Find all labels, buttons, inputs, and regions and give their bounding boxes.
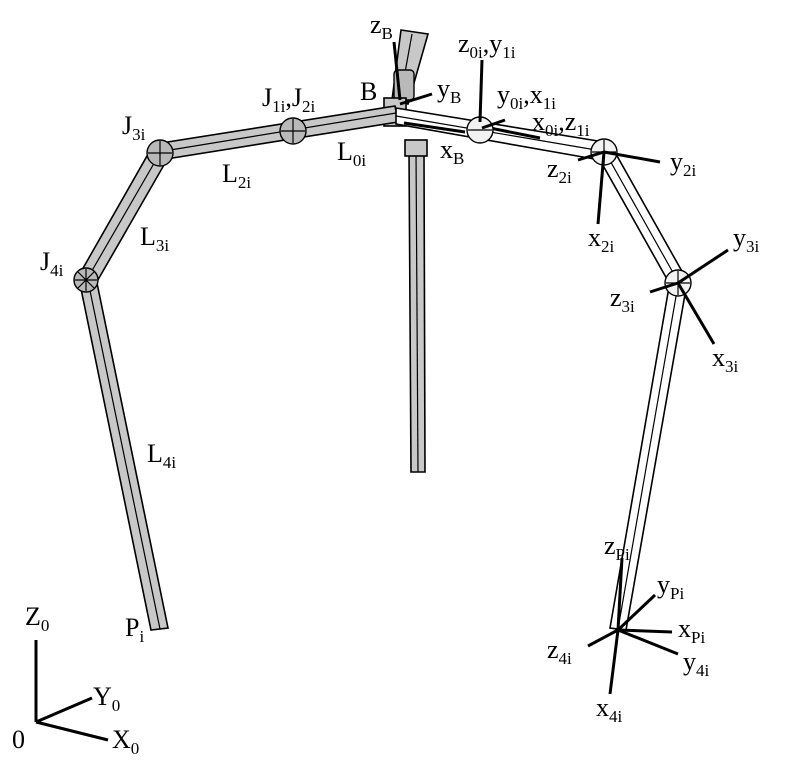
label-z2i: z2i: [547, 154, 572, 187]
label-x0i-z1i: x0i,z1i: [532, 107, 590, 140]
label-z0i-y1i: z0i,y1i: [458, 29, 516, 62]
label-Pi: Pi: [125, 613, 144, 646]
label-x2i: x2i: [588, 223, 615, 256]
label-Z0: Z0: [25, 602, 49, 635]
label-L0i: L0i: [337, 137, 366, 170]
label-L2i: L2i: [222, 159, 251, 192]
x3i-axis: [676, 282, 716, 345]
z3i-axis: [649, 281, 679, 294]
label-y0i-x1i: y0i,x1i: [497, 80, 556, 113]
y3i-axis: [677, 248, 729, 285]
zPi-axis: [616, 557, 624, 631]
label-xPi: xPi: [678, 614, 705, 647]
y0i-axis: [481, 118, 506, 130]
label-zPi: zPi: [604, 531, 630, 564]
frame-2i-axes: [577, 150, 661, 225]
label-L3i: L3i: [140, 222, 169, 255]
label-Y0: Y0: [93, 682, 120, 715]
y2i-axis: [603, 150, 661, 164]
zB-axis: [392, 41, 402, 101]
labels: zB B yB xB L0i J1i,J2i J3i L2i L3i J4i L…: [12, 10, 760, 758]
base-column: [404, 139, 428, 473]
label-J3i: J3i: [122, 111, 146, 144]
label-X0: X0: [112, 725, 139, 758]
label-z3i: z3i: [610, 283, 635, 316]
frame-3i-axes: [649, 248, 729, 345]
frame-Pi-axes: [587, 557, 679, 695]
label-xB: xB: [440, 135, 464, 168]
y4i-axis: [617, 628, 679, 656]
label-B: B: [360, 77, 377, 106]
label-yPi: yPi: [657, 570, 684, 603]
label-x3i: x3i: [712, 343, 739, 376]
label-x4i: x4i: [596, 693, 623, 726]
x2i-axis: [596, 151, 606, 225]
label-z4i: z4i: [547, 635, 572, 668]
xPi-axis: [617, 628, 673, 634]
xB-axis: [403, 121, 466, 134]
x4i-axis: [608, 629, 620, 695]
label-y4i: y4i: [683, 647, 710, 680]
label-y3i: y3i: [733, 223, 760, 256]
label-origin: 0: [12, 725, 25, 754]
yPi-axis: [616, 593, 657, 632]
frame-B-axes: [392, 41, 433, 106]
z2i-axis: [577, 150, 605, 162]
label-J4i: J4i: [40, 247, 64, 280]
Y0-axis: [35, 696, 93, 724]
label-J1i-J2i: J1i,J2i: [262, 83, 315, 116]
X0-axis: [35, 720, 109, 742]
z0i-axis: [478, 59, 484, 123]
label-L4i: L4i: [147, 439, 176, 472]
yB-axis: [399, 92, 433, 106]
joints: [73, 116, 692, 297]
frame-0i-axes: [478, 59, 506, 130]
label-zB: zB: [370, 10, 393, 43]
global-frame-axes: [34, 640, 109, 742]
label-yB: yB: [437, 74, 461, 107]
label-y2i: y2i: [670, 147, 697, 180]
link-L3i: [76, 147, 170, 287]
z4i-axis: [587, 628, 619, 648]
link-L0i-right: [395, 107, 605, 161]
